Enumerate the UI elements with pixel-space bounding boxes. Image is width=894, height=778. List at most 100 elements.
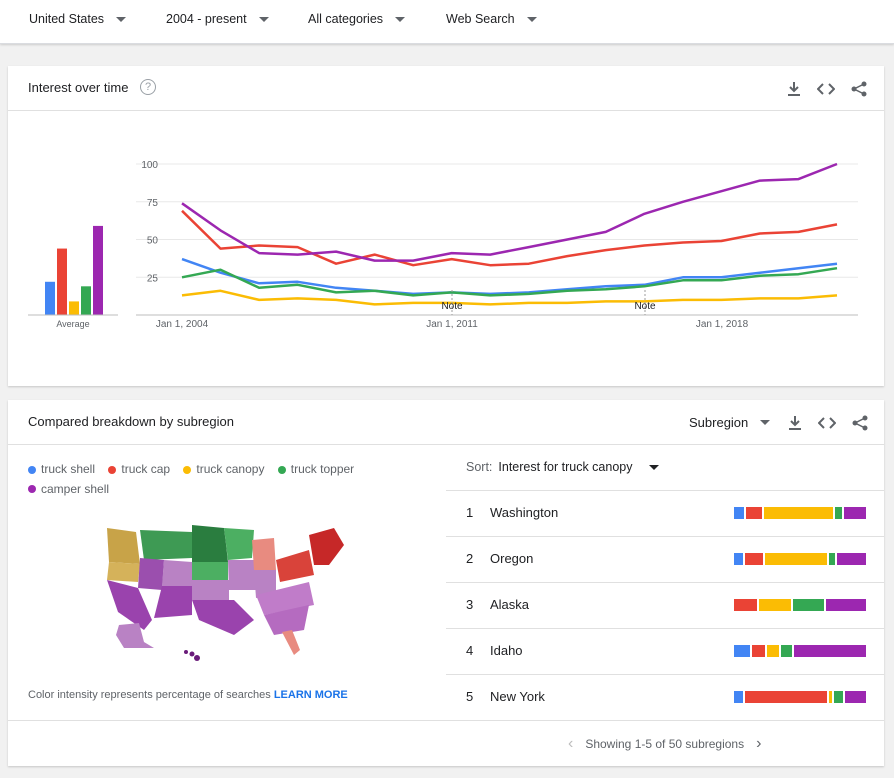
- filter-bar: United States 2004 - present All categor…: [0, 0, 894, 44]
- map-region-wyoming[interactable]: [162, 560, 192, 586]
- row-share-bar: [734, 691, 867, 703]
- time-filter-label: 2004 - present: [166, 12, 247, 26]
- download-icon[interactable]: [785, 413, 805, 433]
- row-share-bar: [734, 507, 866, 519]
- prev-page-icon[interactable]: ‹: [568, 735, 574, 752]
- share-icon[interactable]: [850, 413, 870, 433]
- legend-label: truck cap: [121, 462, 171, 476]
- series-line-truck-topper: [181, 266, 838, 297]
- help-icon[interactable]: ?: [140, 79, 156, 95]
- map-region-gulf-states[interactable]: [264, 605, 309, 635]
- resolution-select-label: Subregion: [689, 414, 749, 430]
- next-page-icon[interactable]: ›: [756, 735, 762, 752]
- row-rank: 2: [466, 551, 474, 566]
- region-filter-label: United States: [29, 12, 105, 26]
- category-filter[interactable]: All categories: [308, 0, 406, 38]
- share-segment-truck-cap: [752, 645, 765, 657]
- map-region-texas[interactable]: [192, 600, 254, 635]
- map-region-hawaii[interactable]: [194, 655, 200, 661]
- average-label: Average: [56, 319, 89, 329]
- sort-control[interactable]: Sort: Interest for truck canopy: [466, 460, 659, 474]
- share-segment-truck-canopy: [765, 553, 828, 565]
- map-region-minnesota[interactable]: [224, 528, 254, 560]
- time-filter[interactable]: 2004 - present: [166, 0, 269, 38]
- table-row[interactable]: 1 Washington: [446, 490, 884, 536]
- row-name: New York: [490, 689, 545, 704]
- map-footnote: Color intensity represents percentage of…: [28, 689, 348, 701]
- row-rank: 3: [466, 597, 474, 612]
- row-name: Alaska: [490, 597, 530, 612]
- us-subregion-map[interactable]: [104, 520, 349, 665]
- legend-label: camper shell: [41, 481, 110, 496]
- share-segment-camper-shell: [844, 691, 867, 703]
- map-region-south-dakota[interactable]: [192, 544, 228, 562]
- embed-code-icon[interactable]: [817, 413, 837, 433]
- row-name: Idaho: [490, 643, 523, 658]
- table-row[interactable]: 4 Idaho: [446, 628, 884, 674]
- legend-item-truck-canopy: truck canopy: [183, 460, 264, 479]
- series-line-truck-canopy: [181, 289, 838, 306]
- search-type-filter-label: Web Search: [446, 12, 515, 26]
- map-region-new-york-new-england[interactable]: [309, 528, 344, 565]
- row-name: Oregon: [490, 551, 534, 566]
- share-segment-truck-shell: [734, 645, 751, 657]
- row-rank: 5: [466, 689, 474, 704]
- map-region-wisconsin-michigan[interactable]: [252, 538, 276, 570]
- breakdown-card-title: Compared breakdown by subregion: [28, 414, 234, 429]
- caret-down-icon: [116, 16, 127, 22]
- note-label[interactable]: Note: [441, 301, 463, 312]
- embed-code-icon[interactable]: [816, 79, 836, 99]
- average-bar-truck-topper: [81, 286, 91, 315]
- map-region-southeast[interactable]: [256, 582, 314, 615]
- map-region-illinois[interactable]: [254, 570, 276, 598]
- average-bar-truck-canopy: [69, 301, 79, 315]
- share-segment-camper-shell: [825, 599, 866, 611]
- legend-dot: [108, 465, 117, 474]
- legend-label: truck shell: [41, 462, 96, 476]
- average-bar-truck-cap: [57, 248, 67, 315]
- map-region-nebraska[interactable]: [192, 562, 228, 580]
- table-row[interactable]: 5 New York: [446, 674, 884, 720]
- map-region-california[interactable]: [107, 580, 152, 630]
- table-row[interactable]: 3 Alaska: [446, 582, 884, 628]
- map-region-alaska[interactable]: [116, 623, 154, 648]
- search-type-filter[interactable]: Web Search: [446, 0, 537, 38]
- interest-over-time-card: [8, 66, 884, 386]
- share-segment-truck-canopy: [758, 599, 792, 611]
- table-row[interactable]: 2 Oregon: [446, 536, 884, 582]
- map-region-florida[interactable]: [282, 630, 300, 655]
- map-region-montana[interactable]: [140, 530, 192, 560]
- y-tick-label: 25: [147, 273, 159, 284]
- map-region-washington[interactable]: [107, 528, 140, 564]
- map-region-idaho-nevada[interactable]: [138, 558, 164, 590]
- map-region-ohio-pennsylvania[interactable]: [276, 550, 314, 582]
- share-icon[interactable]: [849, 79, 869, 99]
- map-region-iowa-missouri[interactable]: [228, 560, 256, 590]
- legend-dot: [277, 465, 286, 474]
- map-region-kansas[interactable]: [192, 580, 229, 600]
- share-segment-truck-canopy: [764, 507, 834, 519]
- map-region-hawaii[interactable]: [189, 651, 195, 657]
- resolution-select[interactable]: Subregion: [689, 403, 771, 441]
- share-segment-truck-canopy: [766, 645, 779, 657]
- y-axis-ticks: 100 75 50 25: [141, 160, 158, 284]
- map-region-hawaii[interactable]: [184, 650, 188, 654]
- share-segment-truck-shell: [734, 691, 743, 703]
- map-region-north-dakota[interactable]: [192, 525, 226, 544]
- legend-item-camper-shell: camper shell: [28, 480, 109, 499]
- pagination: ‹ Showing 1-5 of 50 subregions ›: [568, 735, 761, 753]
- map-region-utah-arizona[interactable]: [154, 586, 192, 618]
- share-segment-truck-topper: [780, 645, 793, 657]
- share-segment-truck-cap: [745, 507, 763, 519]
- share-segment-truck-topper: [793, 599, 824, 611]
- series-line-truck-cap: [181, 209, 838, 267]
- note-label[interactable]: Note: [634, 301, 656, 312]
- learn-more-link[interactable]: LEARN MORE: [273, 689, 348, 701]
- download-icon[interactable]: [784, 79, 804, 99]
- region-filter[interactable]: United States: [29, 0, 127, 38]
- share-segment-truck-topper: [834, 691, 843, 703]
- legend-dot: [28, 485, 36, 493]
- average-bar-truck-shell: [45, 281, 55, 315]
- share-segment-truck-topper: [829, 553, 836, 565]
- map-region-oregon[interactable]: [107, 562, 140, 582]
